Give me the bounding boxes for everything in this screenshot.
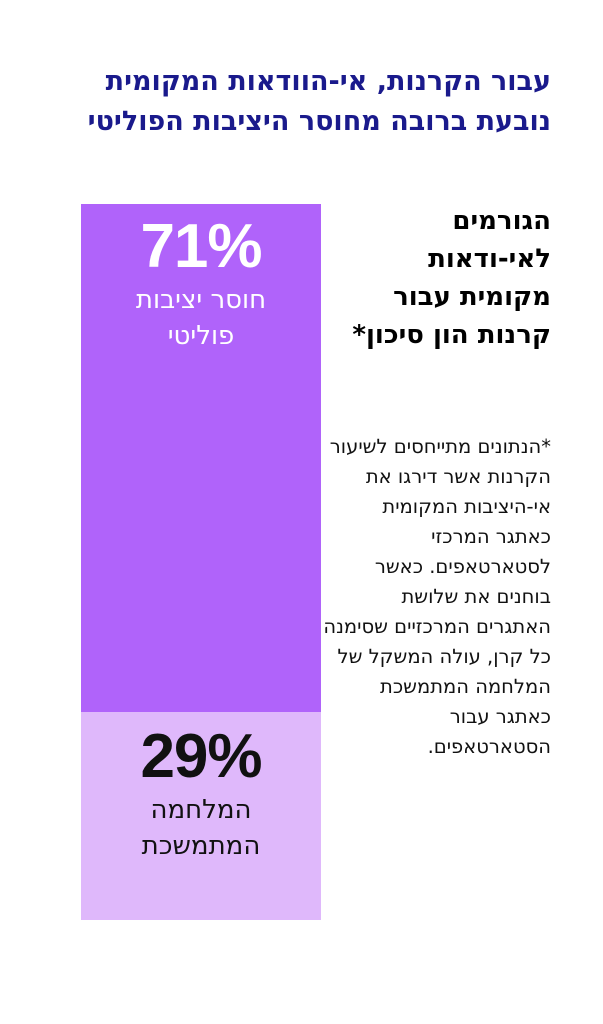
chart-title: עבור הקרנות, אי-הוודאות המקומית נובעת בר… bbox=[87, 66, 551, 137]
segment-category-label: המלחמה המתמשכת bbox=[141, 795, 261, 861]
chart-subheading: הגורמים לאי-ודאות מקומית עבור קרנות הון … bbox=[352, 206, 551, 350]
bar-segment-1: 71% חוסר יציבות פוליטי bbox=[81, 204, 321, 712]
segment-category-label: חוסר יציבות פוליטי bbox=[135, 285, 267, 351]
stacked-bar: 71% חוסר יציבות פוליטי 29% המלחמה המתמשכת bbox=[81, 204, 321, 920]
bar-segment-2: 29% המלחמה המתמשכת bbox=[81, 712, 321, 920]
footnote: *הנתונים מתייחסים לשיעור הקרנות אשר דירג… bbox=[323, 435, 551, 758]
segment-value-label: 29% bbox=[140, 722, 262, 791]
segment-value-label: 71% bbox=[140, 212, 262, 281]
